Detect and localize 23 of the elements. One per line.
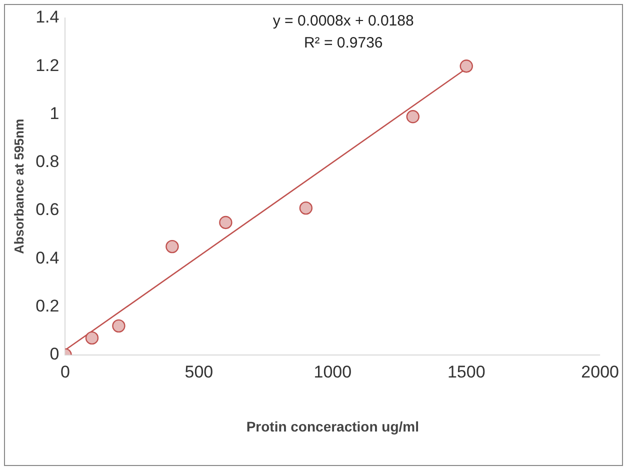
- annotation: y = 0.0008x + 0.0188: [272, 12, 414, 30]
- x-tick-label: 1500: [447, 362, 486, 382]
- x-tick-label: 500: [184, 362, 214, 382]
- point: [112, 319, 126, 333]
- y-tick-label: 0.2: [36, 296, 60, 316]
- y-tick-label: 0: [50, 344, 60, 364]
- point: [406, 110, 420, 124]
- point: [85, 331, 99, 345]
- y-tick-label: 0.6: [36, 200, 60, 220]
- y-tick-label: 0.8: [36, 152, 60, 172]
- x-tick-label: 2000: [581, 362, 620, 382]
- y-tick-label: 1.2: [36, 56, 60, 75]
- y-tick-label: 1.4: [36, 8, 60, 27]
- y-axis-title: Absorbance at 595nm: [11, 118, 26, 254]
- point: [166, 240, 179, 254]
- y-tick-label: 1: [50, 104, 60, 123]
- annotation: R² = 0.9736: [304, 34, 383, 52]
- point: [460, 60, 473, 73]
- x-tick-label: 1000: [314, 362, 352, 382]
- point: [219, 216, 232, 230]
- x-axis-title: Protin conceraction ug/ml: [246, 418, 420, 434]
- point: [299, 201, 313, 215]
- y-tick-label: 0.4: [36, 248, 60, 268]
